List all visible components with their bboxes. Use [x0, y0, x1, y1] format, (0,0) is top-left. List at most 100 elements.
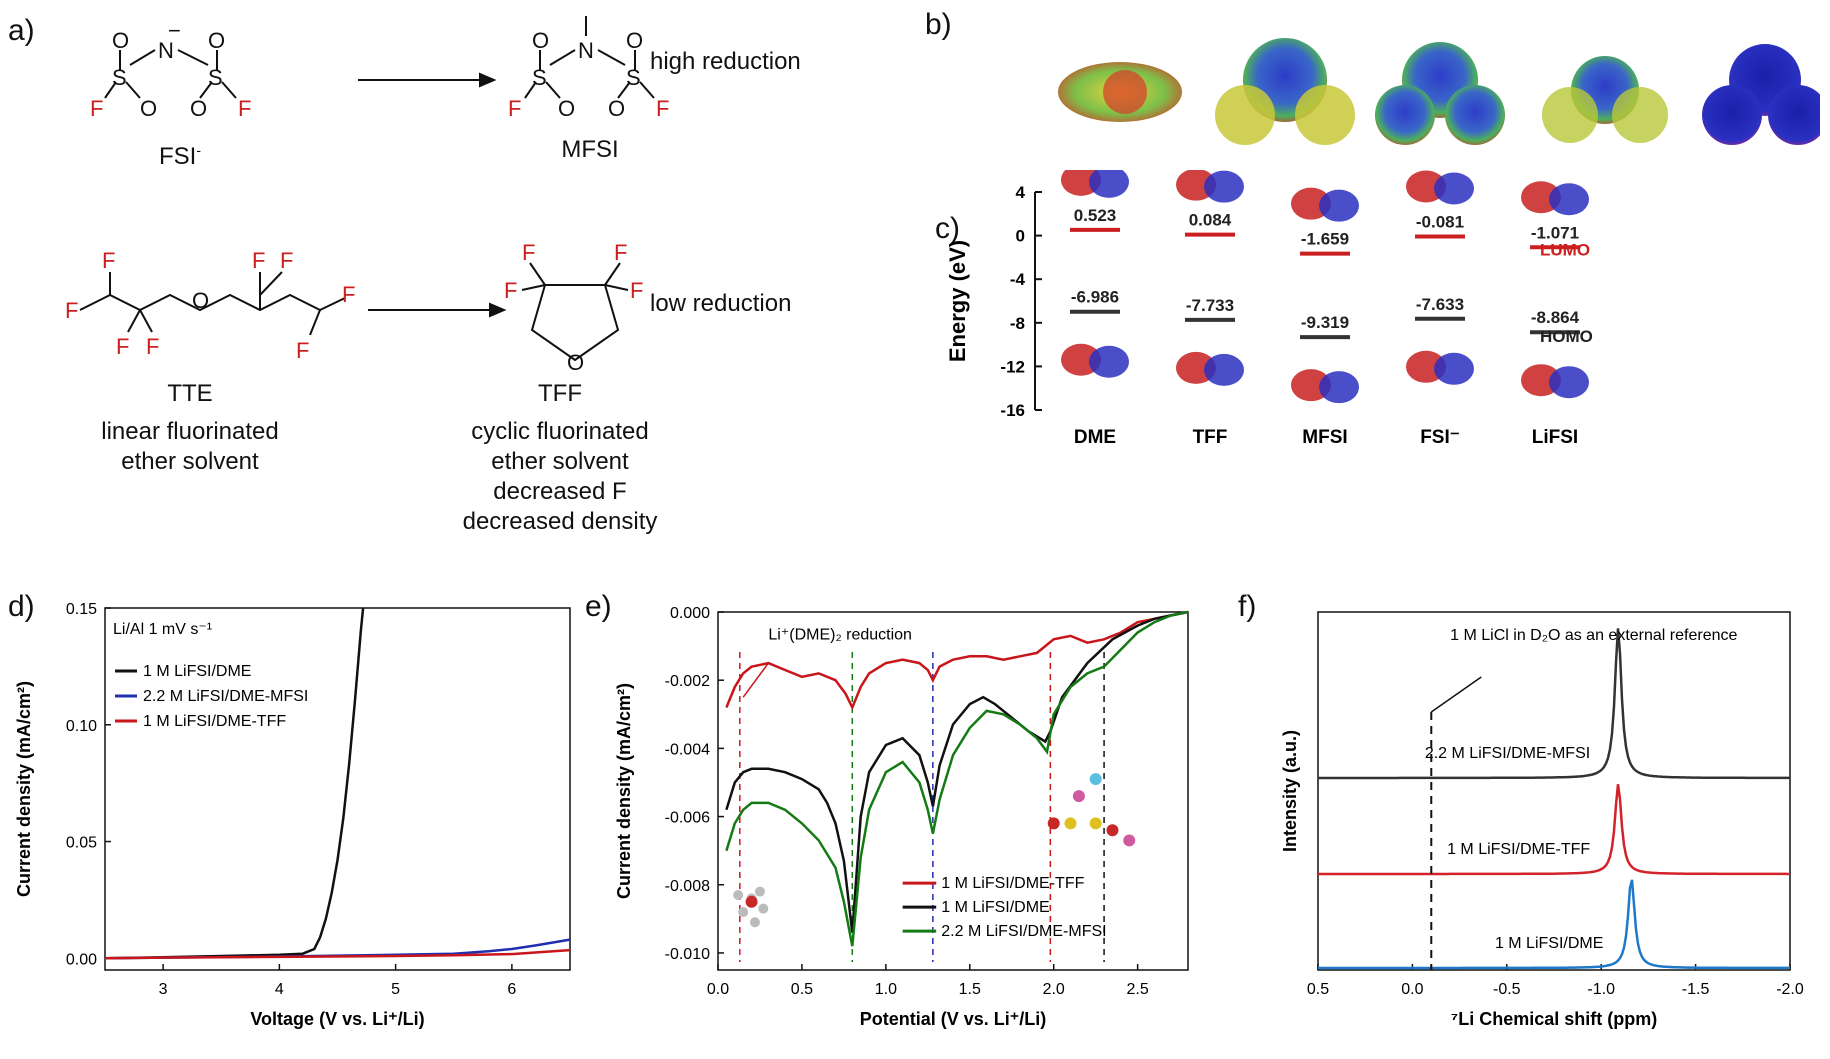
atom-f: F	[508, 96, 521, 121]
panel-b-esp-surfaces	[1058, 38, 1820, 145]
y-tick-label: 4	[1016, 183, 1026, 202]
plot-frame	[1317, 611, 1791, 971]
atom-n: N	[158, 38, 174, 63]
series-label: LUMO	[1540, 240, 1590, 259]
atom-sphere	[745, 895, 758, 908]
panel-a-label: a)	[8, 14, 35, 47]
homo-orbital-image	[1291, 369, 1359, 404]
series-line	[725, 610, 1189, 711]
lumo-orbital-image	[1521, 181, 1589, 216]
atom-sphere	[1106, 824, 1119, 837]
tff-label: TFF	[538, 380, 582, 407]
tff-desc-3: decreased F	[493, 478, 627, 505]
x-axis-label: Voltage (V vs. Li⁺/Li)	[250, 1009, 424, 1029]
atom-o: O	[140, 96, 157, 121]
x-tick-label: 2.5	[1127, 981, 1149, 998]
lumo-orbital-image	[1291, 187, 1359, 222]
orbital-lobe	[1319, 189, 1359, 222]
lumo-orbital-image	[1406, 170, 1474, 205]
atom-s: S	[208, 65, 223, 90]
energy-value-label: -7.633	[1416, 295, 1464, 314]
energy-value-label: -8.864	[1531, 308, 1580, 327]
atom-sphere	[733, 889, 744, 900]
chart-e: 0.0 0.5 1.0 1.5 2.0 2.5 0.000 -0.002 -0.004 -0.00…	[614, 605, 1189, 1029]
panel-a-structures: O S N − S O F O O F O S N S O F O O F	[65, 16, 669, 375]
x-tick-label: 3	[159, 981, 168, 998]
tte-desc-1: linear fluorinated	[101, 418, 279, 445]
homo-orbital-image	[1176, 351, 1244, 386]
atom-o: O	[626, 28, 643, 53]
energy-value-label: -0.081	[1416, 212, 1464, 231]
x-tick-label: 0.5	[1307, 981, 1329, 998]
orbital-lobe	[1434, 352, 1474, 385]
x-tick-label: -1.5	[1682, 981, 1710, 998]
energy-value-label: -6.986	[1071, 288, 1119, 307]
x-tick-label: 1.0	[875, 981, 897, 998]
atom-s: S	[112, 65, 127, 90]
atom-sphere	[1089, 817, 1102, 830]
atom-sphere	[758, 903, 769, 914]
atom-o: O	[192, 288, 209, 313]
x-tick-label: -1.0	[1587, 981, 1615, 998]
atom-o: O	[190, 96, 207, 121]
x-category-label: LiFSI	[1532, 427, 1578, 448]
y-tick-label: -0.010	[665, 946, 710, 963]
fsi-label: FSI-	[120, 136, 240, 171]
atom-f: F	[65, 298, 78, 323]
x-tick-label: -2.0	[1776, 981, 1804, 998]
y-tick-label: -8	[1010, 314, 1025, 333]
atom-f: F	[342, 282, 355, 307]
esp-fsi	[1542, 56, 1668, 143]
low-reduction-note: low reduction	[650, 290, 792, 317]
spectrum-line	[1318, 784, 1790, 876]
x-tick-label: 5	[391, 981, 400, 998]
li-dme-cluster-image	[733, 886, 769, 928]
x-tick-label: -0.5	[1493, 981, 1521, 998]
atom-o: O	[112, 28, 129, 53]
energy-value-label: 0.523	[1074, 206, 1117, 225]
atom-sphere	[738, 907, 749, 918]
x-category-label: TFF	[1193, 427, 1228, 448]
y-tick-label: -0.006	[665, 810, 710, 827]
series-label: HOMO	[1540, 327, 1593, 346]
series-label: 1 M LiFSI/DME	[1495, 935, 1603, 952]
esp-dme	[1058, 62, 1182, 122]
x-tick-label: 0.5	[791, 981, 813, 998]
y-axis-label: Current density (mA/cm²)	[614, 683, 634, 899]
fsi-structure	[104, 16, 655, 99]
orbital-lobe	[1434, 172, 1474, 205]
annotation: Li⁺(DME)₂ reduction	[768, 626, 912, 643]
esp-tff	[1215, 38, 1355, 145]
panel-d-label: d)	[8, 590, 35, 623]
x-tick-label: 4	[275, 981, 284, 998]
atom-f: F	[102, 248, 115, 273]
atom-f: F	[630, 278, 643, 303]
annotation-arrow	[742, 662, 769, 698]
energy-value-label: -9.319	[1301, 313, 1349, 332]
y-tick-label: 0.00	[66, 951, 97, 968]
y-tick-label: -12	[1000, 357, 1025, 376]
atom-o: O	[558, 96, 575, 121]
atom-f: F	[116, 334, 129, 359]
orbital-lobe	[1319, 371, 1359, 404]
tff-desc-1: cyclic fluorinated	[471, 418, 649, 445]
fsi-charge: -	[196, 142, 201, 158]
series-line	[104, 948, 571, 960]
panel-f-label: f)	[1238, 590, 1257, 623]
spectrum-line	[1318, 628, 1790, 780]
tte-structure	[79, 262, 629, 362]
orbital-lobe	[1549, 366, 1589, 399]
homo-orbital-image	[1061, 343, 1129, 378]
y-axis-label: Current density (mA/cm²)	[14, 681, 34, 897]
series-line	[725, 610, 1189, 947]
annotation-arrow	[1430, 676, 1482, 713]
x-tick-label: 6	[507, 981, 516, 998]
annotation: Li/Al 1 mV s⁻¹	[113, 621, 212, 638]
atom-sphere	[1047, 817, 1060, 830]
atom-sphere	[754, 886, 765, 897]
homo-orbital-image	[1521, 364, 1589, 399]
atom-f: F	[656, 96, 669, 121]
y-tick-label: -0.004	[665, 741, 710, 758]
chart-d: 3 4 5 6 0.00 0.05 0.10 0.15 Voltage (V vs. Li⁺/L…	[14, 601, 571, 1029]
series-line	[104, 607, 365, 960]
